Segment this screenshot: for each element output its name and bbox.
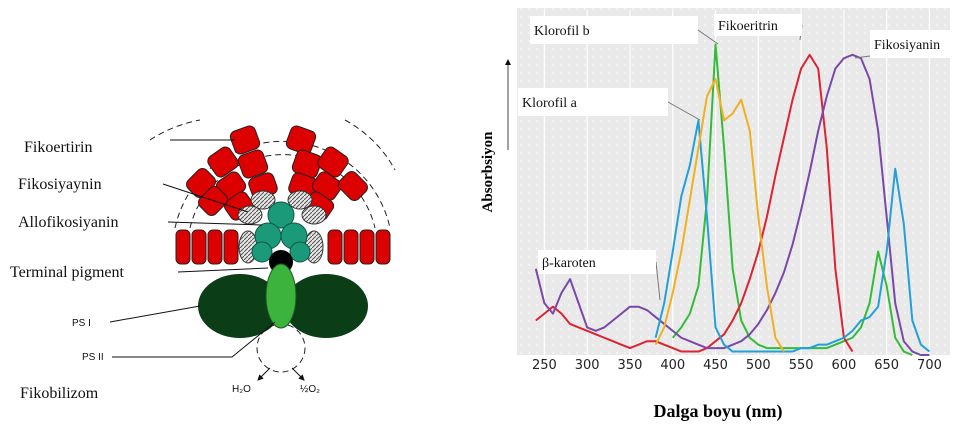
x-tick-label: 300 [575,358,600,373]
diagram-label: ½O₂ [300,384,320,395]
ps2 [266,264,296,328]
x-tick-label: 500 [746,358,771,373]
diagram-label: Fikosiyaynin [18,176,102,193]
series-label: Klorofil b [534,24,590,39]
page: Fikoertirin Fikosiyaynin Allofikosiyanin… [0,0,971,432]
diagram-label: Allofikosiyanin [18,214,118,231]
x-tick-label: 650 [874,358,899,373]
diagram-label: PS II [82,352,104,363]
plot-background [517,8,950,355]
absorption-chart: Absorbsiyon Dalga boyu (nm) 250 300 350 400… [480,8,960,422]
x-tick-label: 450 [703,358,728,373]
diagram-label: PS I [72,318,91,329]
series-label: β-karoten [542,256,596,271]
diagram-label: Fikoertirin [24,139,92,156]
x-axis-title: Dalga boyu (nm) [653,401,782,422]
phycobilisome-diagram: Fikoertirin Fikosiyaynin Allofikosiyanin… [10,120,395,402]
x-tick-label: 700 [917,358,942,373]
x-tick-label: 350 [618,358,643,373]
series-label: Klorofil a [522,96,578,111]
x-tick-label: 550 [789,358,814,373]
series-label: Fikoeritrin [718,19,778,34]
diagram-label: H₂O [232,384,251,395]
diagram-label: Terminal pigment [10,264,125,281]
series-label: Fikosiyanin [874,38,940,53]
x-tick-label: 400 [660,358,685,373]
ps1-right [284,274,368,338]
x-tick-label: 250 [532,358,557,373]
x-tick-label: 600 [831,358,856,373]
diagram-label: Fikobilizom [20,385,99,402]
y-axis-title: Absorbsiyon [480,131,496,213]
